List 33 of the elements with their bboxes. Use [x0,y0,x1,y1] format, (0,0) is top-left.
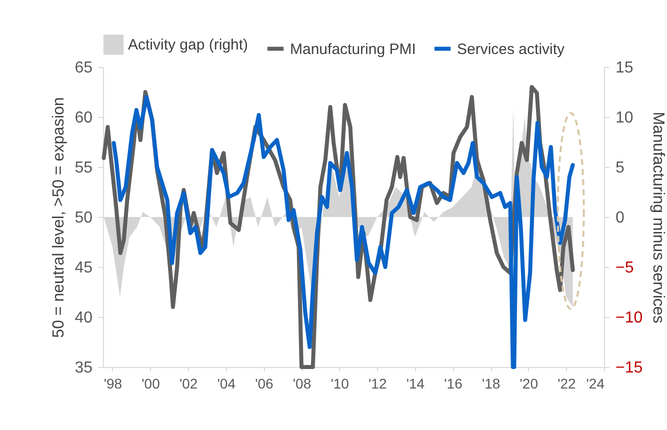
y-axis-title: 50 = neutral level, >50 = expasion [50,97,68,338]
x-tick-label: '20 [520,376,538,392]
x-tick-label: '04 [217,376,236,392]
x-tick-label: '06 [255,376,274,392]
y-tick-label: 60 [74,110,93,126]
x-tick-label: '22 [558,376,576,392]
y-tick-label: 65 [74,60,93,76]
y-tick-label: 55 [74,160,93,176]
y2-tick-label: 5 [616,160,624,176]
x-tick-label: '00 [142,376,160,392]
y2-tick-label: 0 [616,210,624,226]
legend-label: Manufacturing PMI [290,40,416,58]
y2-tick-label: 10 [616,110,634,126]
y-tick-label: 35 [74,360,93,376]
x-tick-label: '24 [586,376,605,392]
y2-tick-label: −15 [616,360,643,376]
x-tick-label: '12 [368,376,387,392]
x-tick-label: '08 [292,376,312,392]
y-tick-label: 50 [74,210,93,226]
legend-label: Activity gap (right) [128,36,248,54]
y2-tick-label: −10 [616,310,643,326]
x-tick-label: '14 [406,376,425,392]
x-tick-label: '10 [330,376,350,392]
x-tick-label: '16 [444,376,463,392]
x-tick-label: '02 [179,376,198,392]
y2-tick-label: 15 [616,60,634,76]
y-tick-label: 45 [74,260,93,276]
x-tick-label: '18 [482,376,500,392]
legend-label: Services activity [457,40,566,58]
x-tick-label: '98 [104,376,122,392]
y2-tick-label: −5 [616,260,634,276]
y-tick-label: 40 [74,310,93,326]
y2-axis-title: Manufacturing minus services [650,112,667,324]
